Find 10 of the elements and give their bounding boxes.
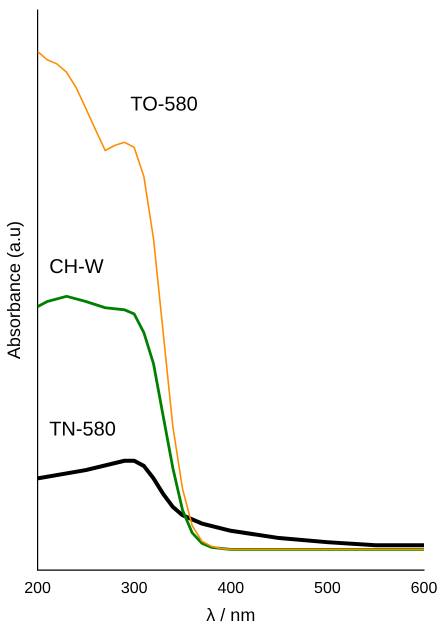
- x-tick-label: 600: [410, 580, 438, 598]
- x-tick-label: 300: [120, 580, 148, 598]
- series-label: TN-580: [49, 418, 116, 441]
- x-tick-label: 400: [217, 580, 244, 598]
- series-label: CH-W: [49, 256, 104, 278]
- x-axis-title: λ / nm: [206, 605, 256, 626]
- y-axis-title: Absorbance (a.u): [4, 221, 24, 360]
- x-tick-label: 200: [24, 580, 52, 598]
- series-label: TO-580: [130, 94, 198, 116]
- x-tick-label: 500: [314, 580, 341, 598]
